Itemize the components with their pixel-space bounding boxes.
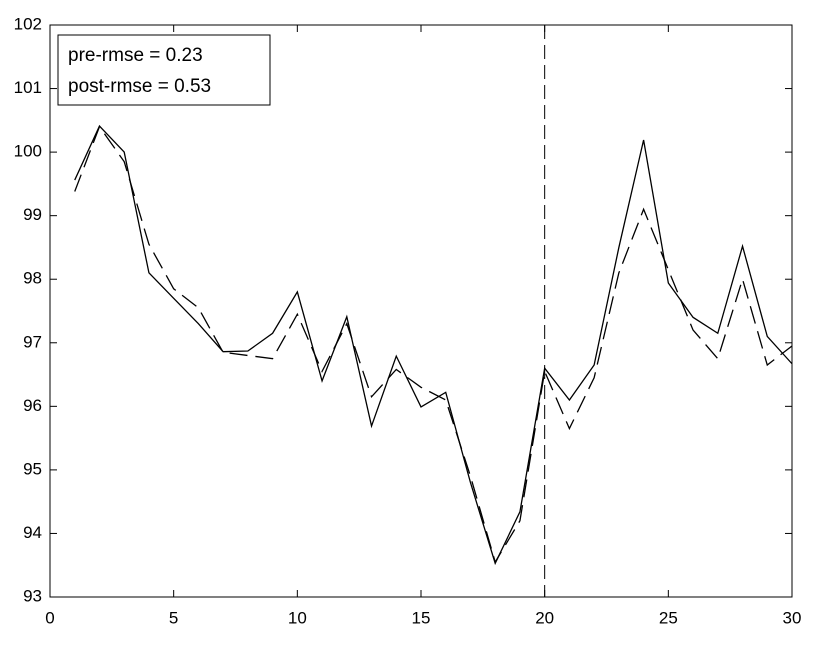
y-tick-label: 99 bbox=[23, 205, 42, 224]
y-tick-label: 95 bbox=[23, 459, 42, 478]
y-tick-label: 101 bbox=[14, 78, 42, 97]
legend-text: pre-rmse = 0.23 bbox=[68, 45, 203, 66]
y-tick-label: 96 bbox=[23, 396, 42, 415]
y-tick-label: 93 bbox=[23, 586, 42, 605]
x-tick-label: 15 bbox=[412, 608, 431, 627]
x-tick-label: 5 bbox=[169, 608, 178, 627]
line-series bbox=[74, 125, 793, 564]
x-tick-label: 25 bbox=[659, 608, 678, 627]
y-tick-label: 94 bbox=[23, 523, 42, 542]
x-tick-label: 10 bbox=[288, 608, 307, 627]
legend-box bbox=[57, 34, 271, 106]
x-tick-label: 0 bbox=[45, 608, 54, 627]
legend-text: post-rmse = 0.53 bbox=[68, 76, 211, 97]
x-tick-label: 30 bbox=[783, 608, 802, 627]
plot-frame bbox=[49, 24, 793, 598]
line-series bbox=[74, 124, 793, 566]
y-tick-label: 97 bbox=[23, 332, 42, 351]
x-tick-label: 20 bbox=[535, 608, 554, 627]
y-tick-label: 102 bbox=[14, 14, 42, 33]
y-tick-label: 98 bbox=[23, 269, 42, 288]
y-tick-label: 100 bbox=[14, 142, 42, 161]
